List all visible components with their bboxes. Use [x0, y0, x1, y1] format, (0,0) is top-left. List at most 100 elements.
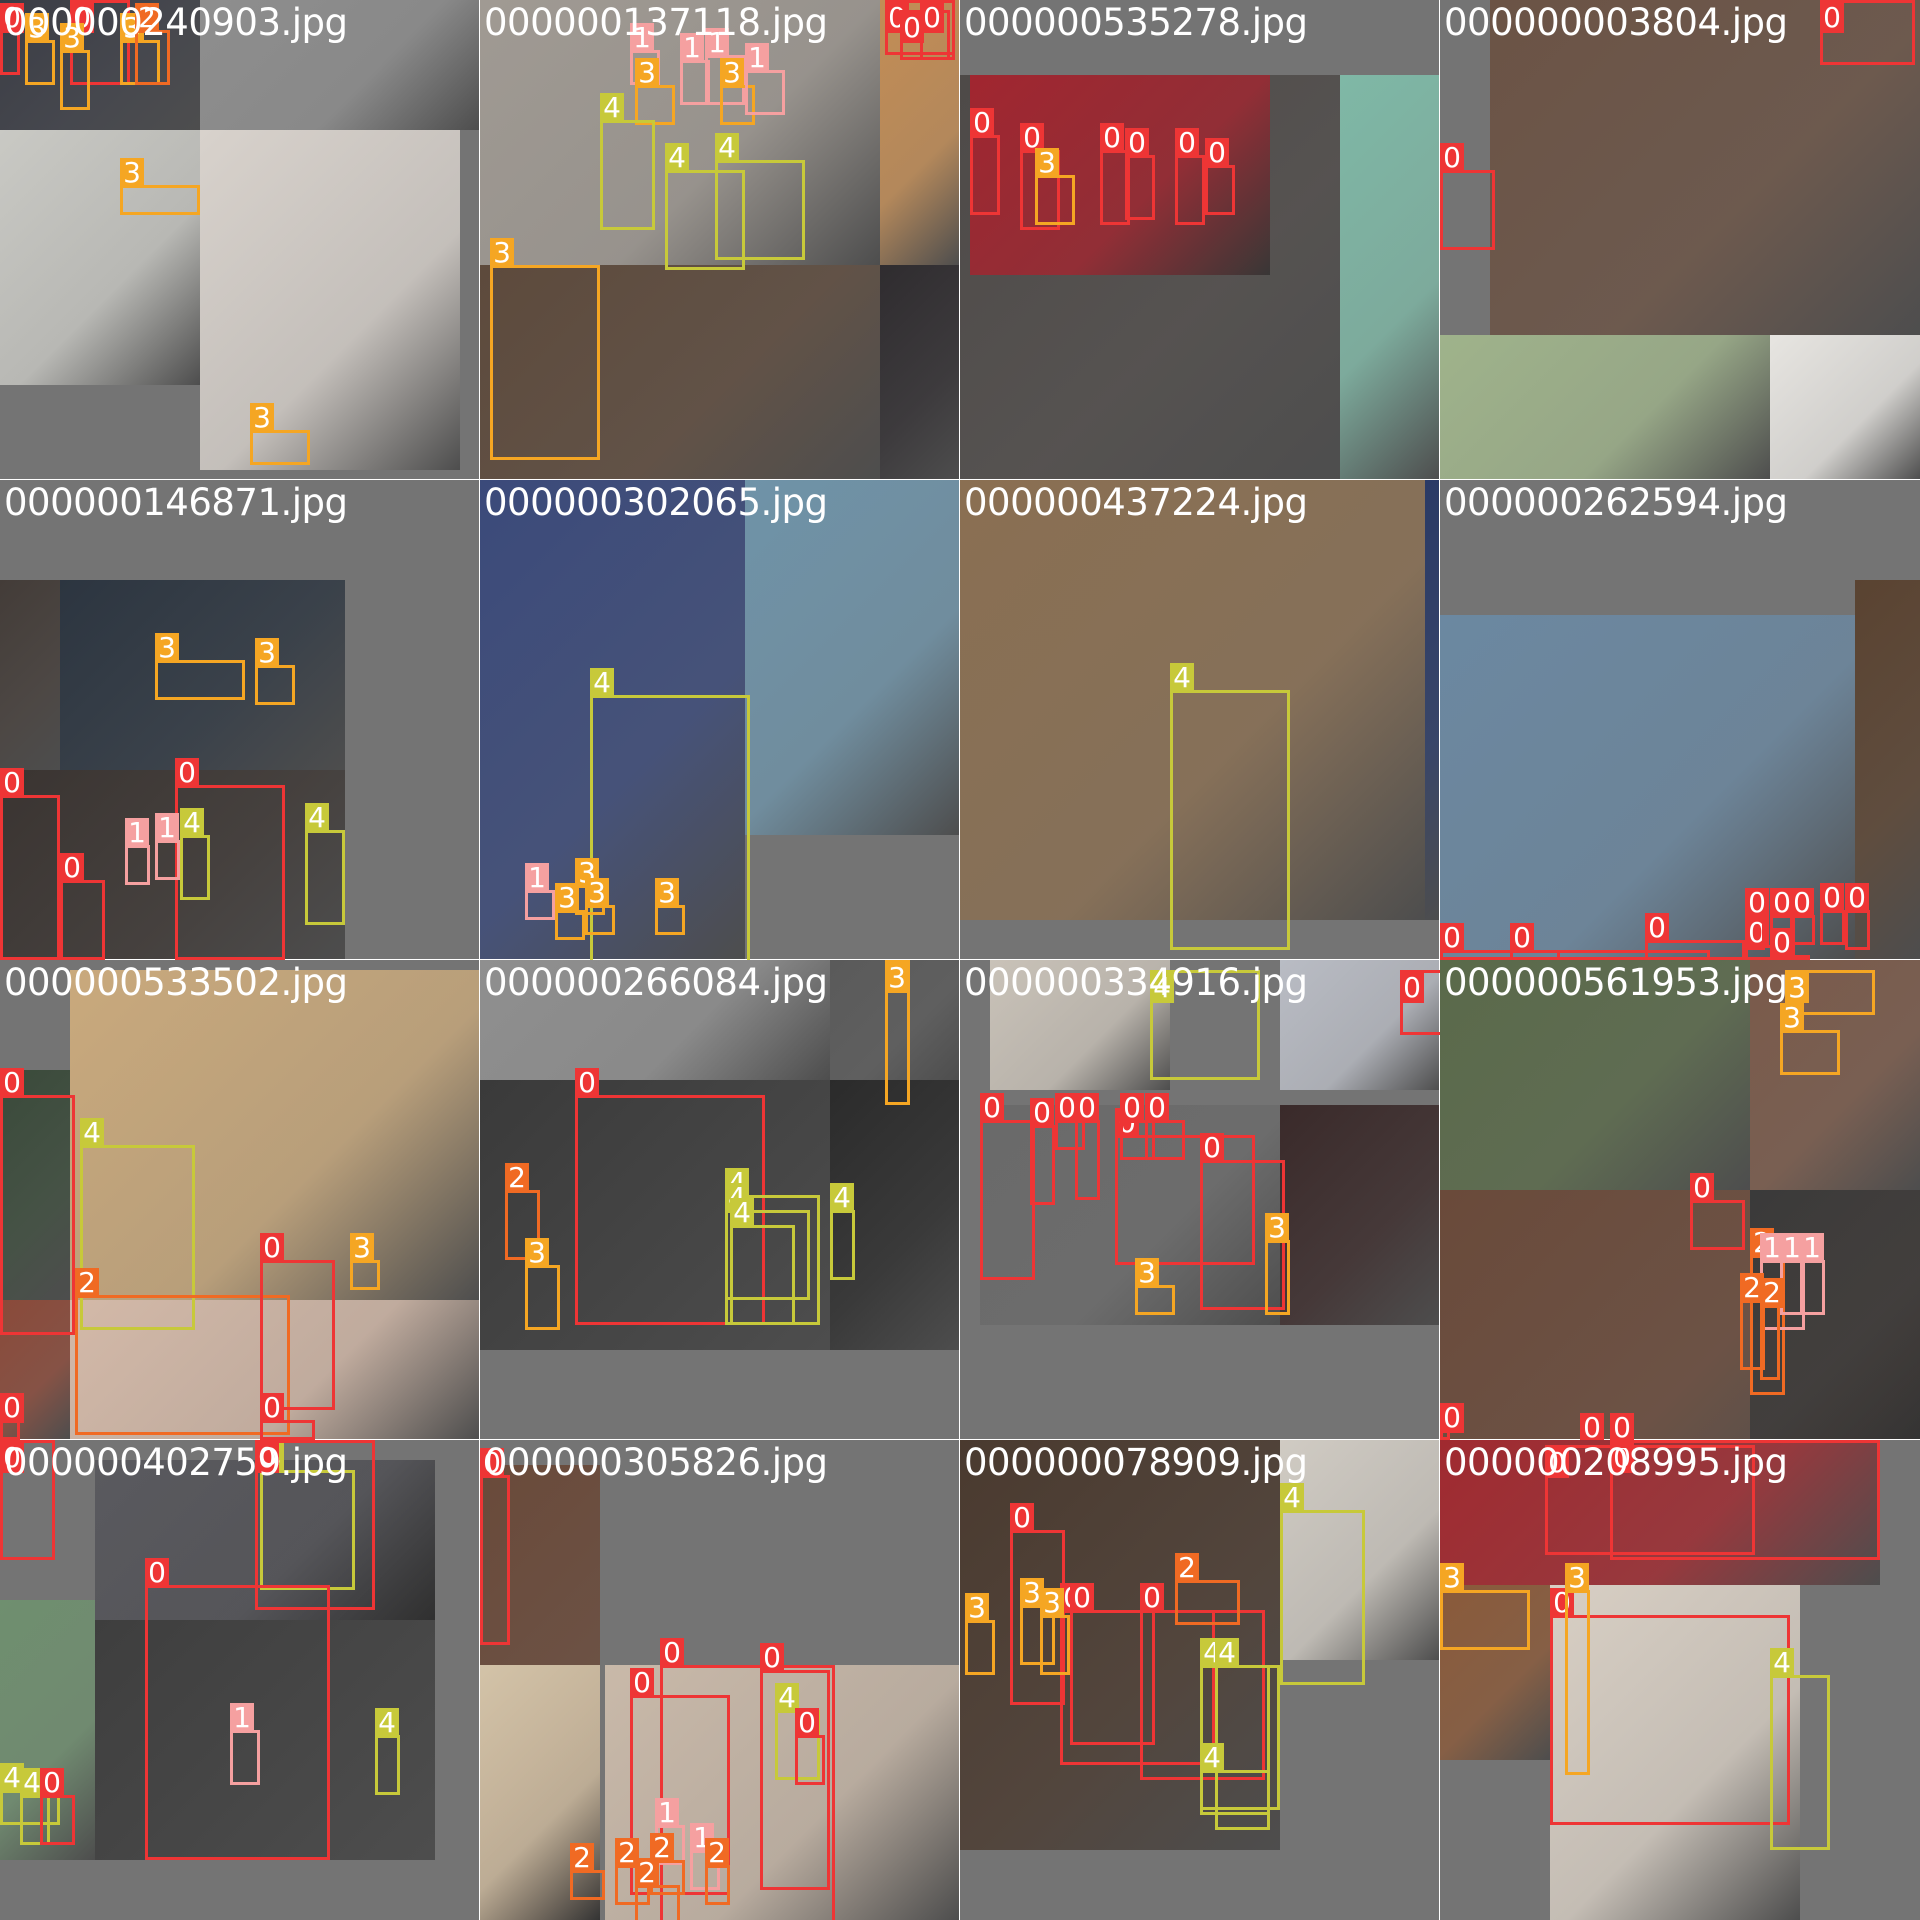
- mosaic-tile: 02344434000000266084.jpg: [479, 959, 961, 1441]
- class-label: 2: [75, 1268, 99, 1298]
- class-label: 2: [1175, 1553, 1199, 1583]
- class-label: 0: [795, 1708, 819, 1738]
- bounding-box: 1: [745, 43, 785, 115]
- photo-crop: [480, 480, 745, 960]
- tile-filename: 000000208995.jpg: [1444, 1441, 1788, 1484]
- mosaic-tile: 400002334434000000078909.jpg: [959, 1439, 1441, 1920]
- class-label: 3: [25, 13, 49, 43]
- class-label: 3: [120, 158, 144, 188]
- bounding-box: 4: [375, 1708, 400, 1795]
- bounding-box: 3: [720, 58, 755, 125]
- photo-crop: [200, 130, 460, 470]
- class-label: 4: [590, 668, 614, 698]
- bounding-box: 4: [600, 93, 655, 230]
- class-label: 1: [630, 23, 654, 53]
- bounding-box: 3: [1135, 1258, 1175, 1315]
- bounding-box: 1: [1800, 1233, 1825, 1315]
- bounding-box: 0: [970, 108, 1000, 215]
- class-label: 2: [705, 1838, 729, 1868]
- bounding-box: 0: [1545, 1445, 1755, 1555]
- bounding-box: 0: [1440, 143, 1495, 250]
- class-label: 4: [715, 133, 739, 163]
- class-label: 0: [1400, 973, 1424, 1003]
- class-label: 0: [480, 1448, 504, 1478]
- class-label: 0: [1070, 1583, 1094, 1613]
- class-label: 2: [505, 1163, 529, 1193]
- class-label: 0: [1790, 888, 1814, 918]
- bounding-box: 0: [1100, 123, 1130, 225]
- photo-crop: [1750, 960, 1920, 1190]
- photo-crop: [880, 265, 960, 480]
- tile-filename: 000000334916.jpg: [964, 961, 1308, 1004]
- bounding-box: 0: [0, 1440, 55, 1560]
- class-label: 0: [970, 108, 994, 138]
- bounding-box: 3: [350, 1233, 380, 1290]
- class-label: 0: [1440, 1403, 1464, 1433]
- class-label: 3: [490, 238, 514, 268]
- bounding-box: 0: [795, 1708, 825, 1785]
- class-label: 0: [1610, 1443, 1634, 1473]
- photo-crop: [1280, 1440, 1440, 1660]
- bounding-box: 0: [1610, 1440, 1880, 1560]
- bounding-box: 2: [1175, 1553, 1240, 1625]
- bounding-box: 3: [255, 638, 295, 705]
- photo-crop: [0, 1070, 70, 1300]
- class-label: 3: [255, 638, 279, 668]
- class-label: 1: [745, 43, 769, 73]
- class-label: 4: [305, 803, 329, 833]
- bounding-box: 0: [480, 1448, 510, 1645]
- bounding-box: 3: [250, 403, 310, 465]
- bounding-box: 0: [40, 1768, 75, 1845]
- photo-crop: [1770, 335, 1920, 480]
- class-label: 3: [635, 58, 659, 88]
- class-label: 0: [255, 1443, 279, 1473]
- class-label: 0: [1510, 923, 1534, 953]
- photo-crop: [1425, 480, 1440, 920]
- class-label: 3: [60, 23, 84, 53]
- bounding-box: 4: [180, 808, 210, 900]
- tile-filename: 000000561953.jpg: [1444, 961, 1788, 1004]
- photo-crop: [0, 130, 200, 385]
- class-label: 1: [655, 1798, 679, 1828]
- bounding-box: 4: [715, 133, 805, 260]
- bounding-box: 3: [1785, 970, 1875, 1015]
- tile-filename: 000000146871.jpg: [4, 481, 348, 524]
- bounding-box: 0: [260, 1233, 335, 1410]
- photo-crop: [480, 960, 830, 1080]
- bounding-box: 2: [705, 1838, 730, 1905]
- class-label: 0: [1745, 888, 1769, 918]
- bounding-box: 3: [655, 878, 685, 935]
- mosaic-tile: 0 0 0 0 0 0 0 0 0 0 000000262594.jpg: [1439, 479, 1920, 961]
- bounding-box: 0: [1510, 923, 1710, 960]
- class-label: 0: [145, 1558, 169, 1588]
- class-label: 4: [665, 143, 689, 173]
- bounding-box: 1: [705, 28, 745, 105]
- bounding-box: 3: [1780, 1003, 1840, 1075]
- bounding-box: 3: [120, 158, 200, 215]
- photo-crop: [830, 1080, 960, 1350]
- class-label: 0: [1125, 128, 1149, 158]
- bounding-box: 3: [1265, 1213, 1290, 1315]
- mosaic-tile: 30000402212212000000305826.jpg: [479, 1439, 961, 1920]
- tile-filename: 000000003804.jpg: [1444, 1, 1788, 44]
- class-label: 0: [40, 1768, 64, 1798]
- class-label: 0: [1610, 1413, 1634, 1440]
- mosaic-tile: 0 0 3 3 3 2 3 3 000000240903.jpg: [0, 0, 481, 481]
- photo-crop: [0, 580, 60, 770]
- class-label: 4: [1170, 663, 1194, 693]
- bounding-box: 4: [80, 1118, 195, 1330]
- class-label: 0: [1030, 1098, 1054, 1128]
- class-label: 4: [1200, 1743, 1224, 1773]
- bounding-box: 0: [980, 1093, 1035, 1280]
- mosaic-tile: 1 3 1 1 3 1 4 4 4 3 0 0 0 000000137118.jpg: [479, 0, 961, 481]
- mosaic-tile: 040014440000000402759.jpg: [0, 1439, 481, 1920]
- class-label: 0: [260, 1233, 284, 1263]
- class-label: 0: [1770, 928, 1794, 958]
- photo-crop: [95, 1460, 435, 1620]
- class-label: 1: [155, 813, 179, 843]
- class-label: 3: [555, 883, 579, 913]
- bounding-box: 4: [305, 803, 345, 925]
- mosaic-tile: 400000000033000000334916.jpg: [959, 959, 1441, 1441]
- class-label: 0: [1440, 923, 1464, 953]
